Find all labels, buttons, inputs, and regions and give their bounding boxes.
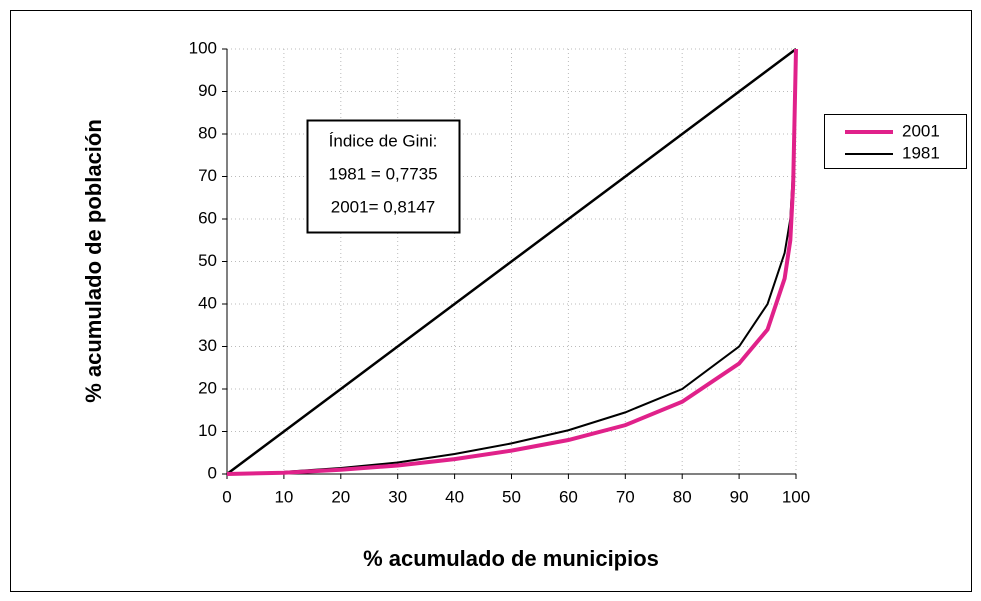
x-tick-label: 60 bbox=[559, 487, 578, 506]
x-tick-label: 30 bbox=[388, 487, 407, 506]
x-tick-label: 80 bbox=[673, 487, 692, 506]
equality-line bbox=[226, 47, 797, 476]
x-tick-label: 20 bbox=[331, 487, 350, 506]
legend-box bbox=[824, 114, 967, 169]
y-tick-label: 80 bbox=[198, 123, 217, 142]
x-tick-label: 10 bbox=[274, 487, 293, 506]
annotation-box bbox=[306, 119, 461, 234]
x-tick-label: 70 bbox=[616, 487, 635, 506]
y-tick-label: 90 bbox=[198, 81, 217, 100]
annotation-text: Índice de Gini: bbox=[329, 131, 438, 150]
y-tick-label: 100 bbox=[189, 38, 217, 57]
annotation-text: 1981 = 0,7735 bbox=[328, 164, 437, 183]
series-line bbox=[226, 48, 798, 476]
series-line bbox=[226, 48, 797, 475]
y-tick-label: 20 bbox=[198, 378, 217, 397]
y-axis-label: % acumulado de población bbox=[81, 119, 106, 403]
x-tick-label: 40 bbox=[445, 487, 464, 506]
y-tick-label: 50 bbox=[198, 251, 217, 270]
x-tick-label: 100 bbox=[782, 487, 810, 506]
y-tick-label: 60 bbox=[198, 208, 217, 227]
x-tick-label: 90 bbox=[730, 487, 749, 506]
y-tick-label: 0 bbox=[208, 463, 217, 482]
annotation-text: 2001= 0,8147 bbox=[331, 197, 435, 216]
y-tick-label: 70 bbox=[198, 166, 217, 185]
y-tick-label: 30 bbox=[198, 336, 217, 355]
y-tick-label: 40 bbox=[198, 293, 217, 312]
x-tick-label: 0 bbox=[222, 487, 231, 506]
y-tick-label: 10 bbox=[198, 421, 217, 440]
x-tick-label: 50 bbox=[502, 487, 521, 506]
legend-label: 1981 bbox=[902, 143, 940, 162]
x-axis-label: % acumulado de municipios bbox=[363, 546, 659, 571]
frame bbox=[10, 10, 972, 592]
legend-label: 2001 bbox=[902, 121, 940, 140]
